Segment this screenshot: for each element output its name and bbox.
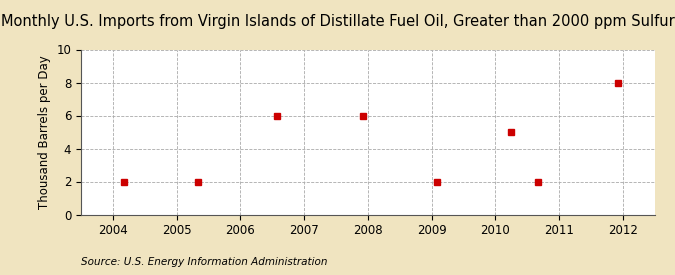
Y-axis label: Thousand Barrels per Day: Thousand Barrels per Day [38,55,51,209]
Text: Source: U.S. Energy Information Administration: Source: U.S. Energy Information Administ… [81,257,327,267]
Text: Monthly U.S. Imports from Virgin Islands of Distillate Fuel Oil, Greater than 20: Monthly U.S. Imports from Virgin Islands… [1,14,674,29]
